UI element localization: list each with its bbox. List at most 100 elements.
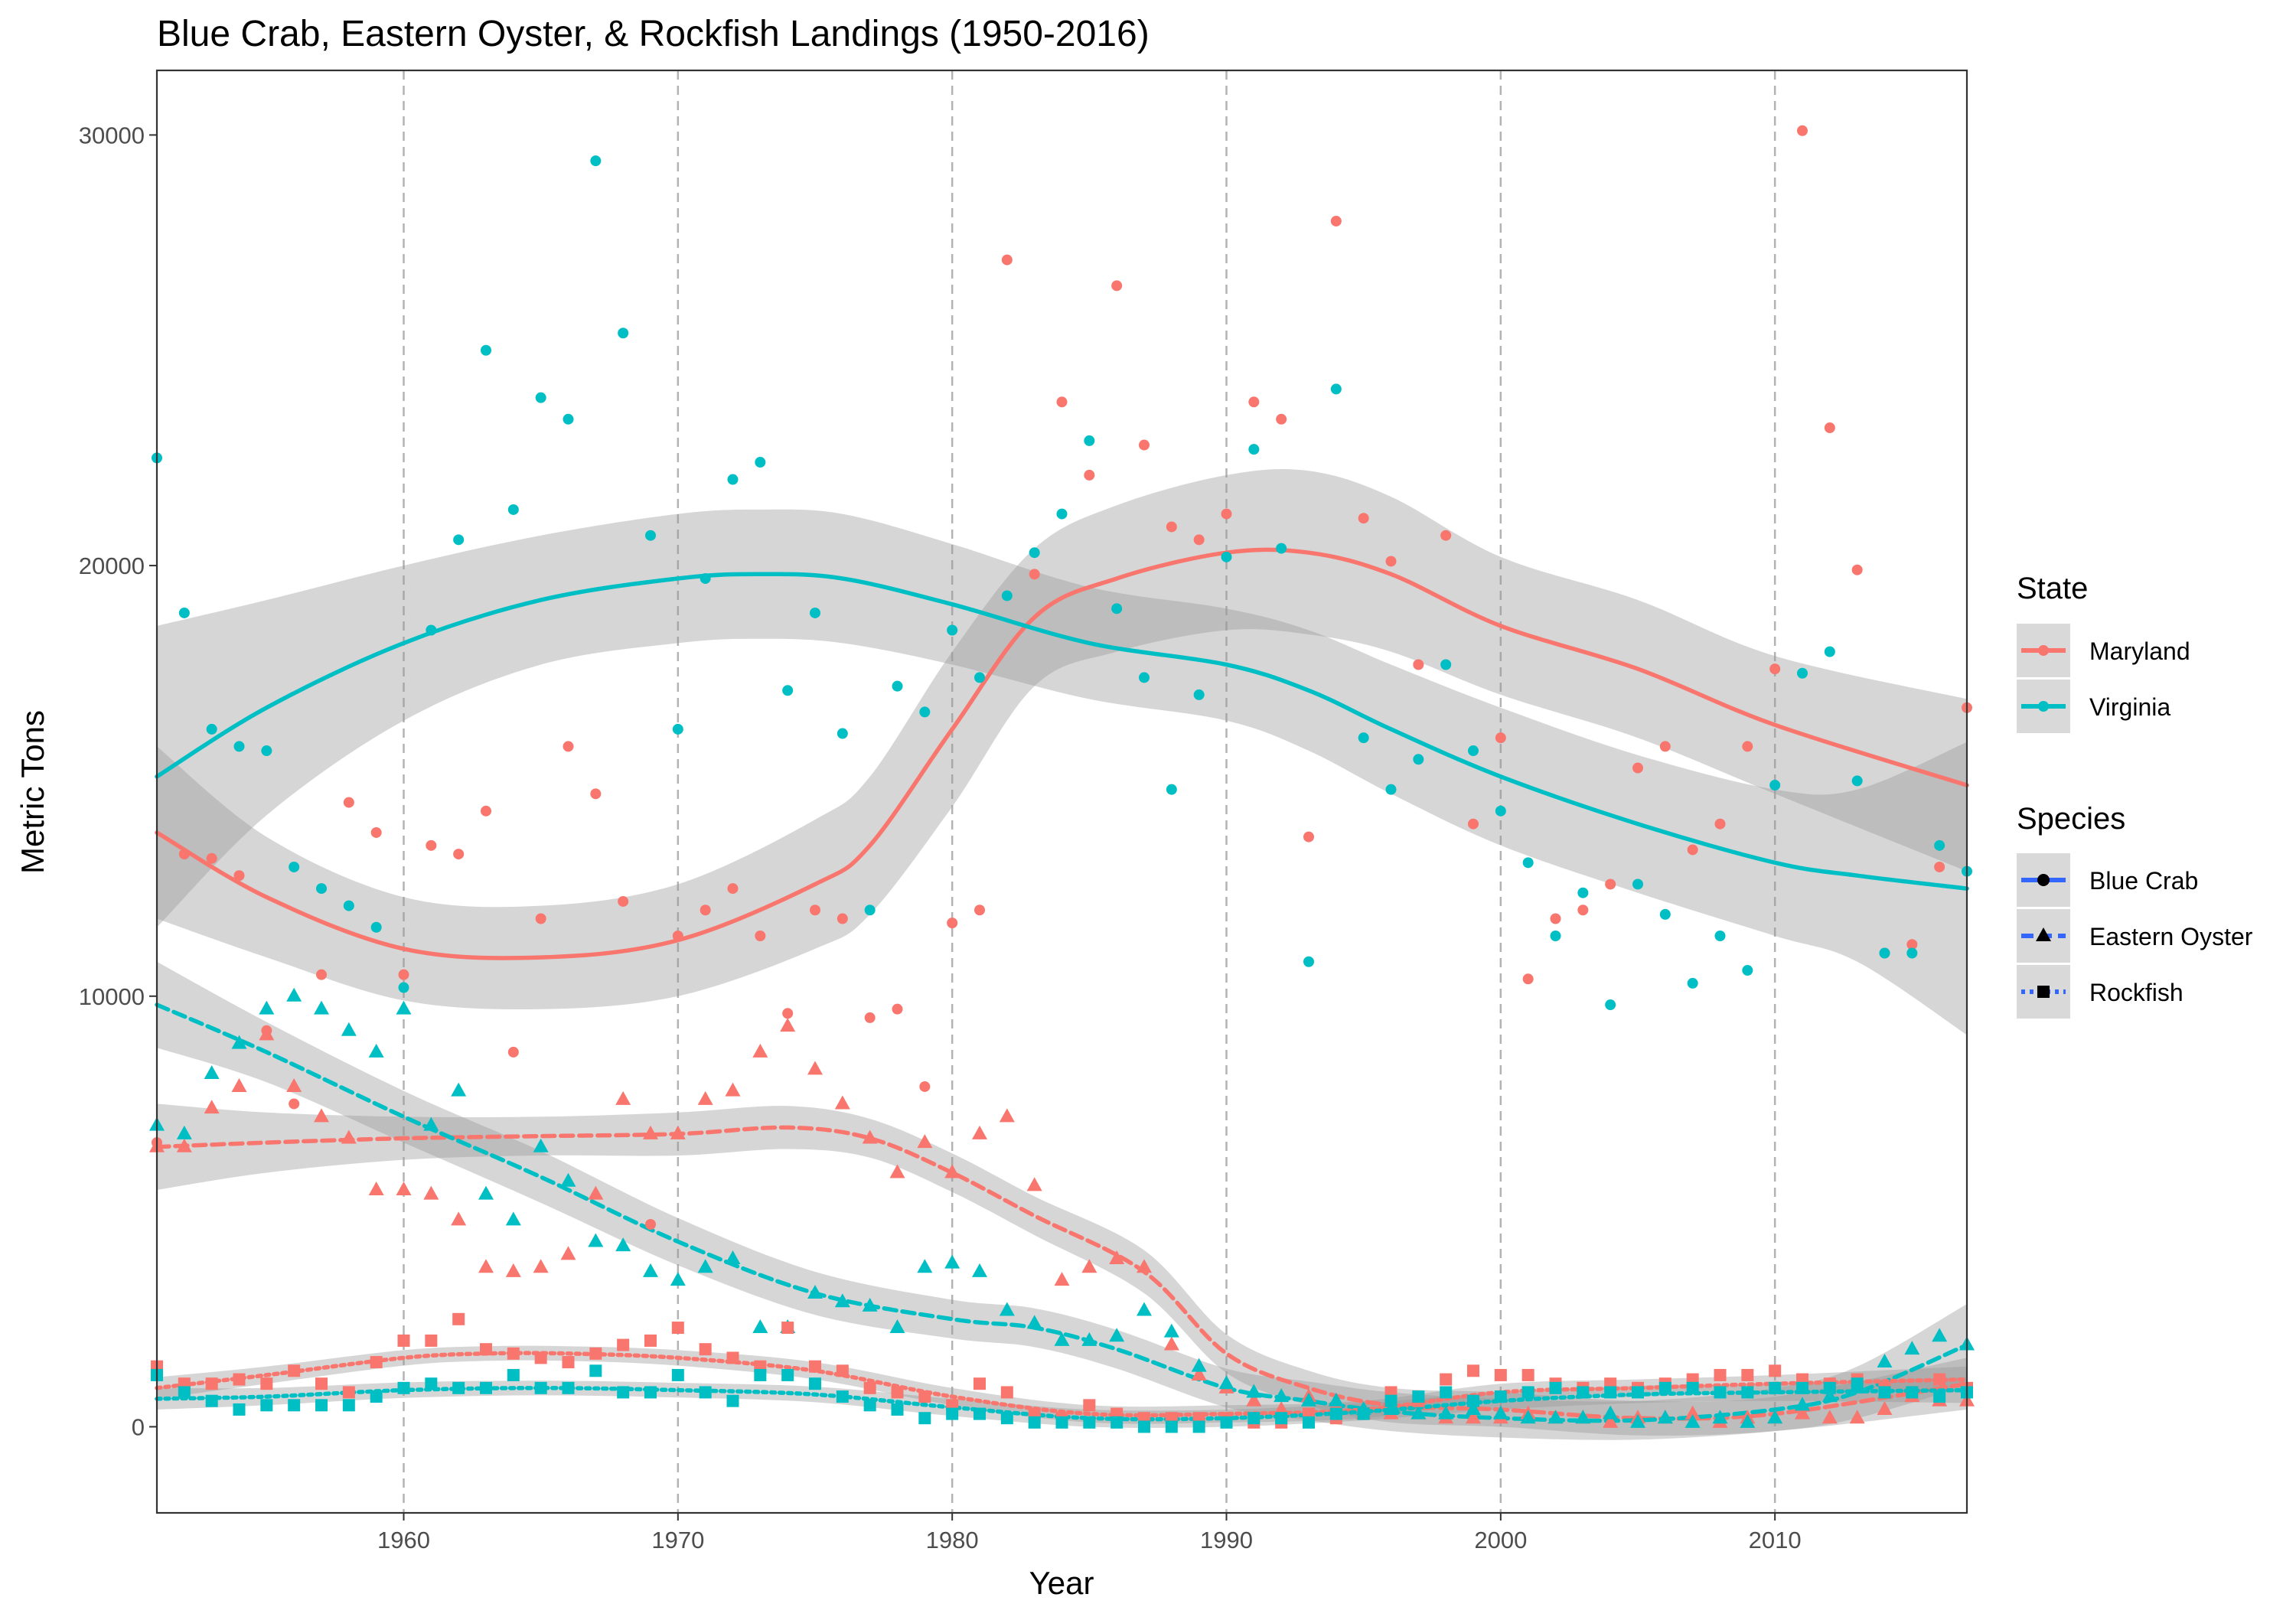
point-virginia-eastern-oyster — [1054, 1332, 1070, 1346]
point-virginia-blue-crab — [1824, 646, 1835, 657]
point-layer — [149, 125, 1975, 1433]
point-maryland-eastern-oyster — [505, 1263, 521, 1277]
point-maryland-rockfish — [809, 1360, 821, 1373]
point-maryland-eastern-oyster — [1109, 1250, 1125, 1265]
point-virginia-eastern-oyster — [1575, 1410, 1591, 1424]
point-maryland-blue-crab — [1495, 732, 1506, 744]
point-virginia-blue-crab — [398, 982, 409, 993]
point-maryland-eastern-oyster — [588, 1185, 604, 1200]
point-maryland-blue-crab — [1193, 534, 1205, 546]
point-maryland-blue-crab — [1001, 254, 1013, 266]
species-legend-title: Species — [2017, 802, 2125, 836]
point-virginia-blue-crab — [782, 685, 794, 696]
point-virginia-blue-crab — [426, 624, 437, 636]
point-maryland-blue-crab — [1934, 861, 1945, 872]
point-maryland-blue-crab — [1605, 878, 1616, 890]
point-maryland-blue-crab — [1385, 556, 1397, 567]
point-maryland-rockfish — [781, 1322, 794, 1335]
point-virginia-rockfish — [1440, 1386, 1453, 1399]
y-axis-title: Metric Tons — [15, 710, 51, 874]
confidence-band-maryland-eastern-oyster — [157, 1103, 1967, 1436]
point-virginia-blue-crab — [864, 905, 876, 916]
point-virginia-eastern-oyster — [1712, 1410, 1728, 1424]
point-virginia-eastern-oyster — [176, 1125, 192, 1139]
x-tick-label: 1980 — [926, 1527, 979, 1553]
point-maryland-rockfish — [589, 1347, 602, 1360]
point-virginia-blue-crab — [233, 741, 245, 752]
point-maryland-rockfish — [288, 1364, 301, 1377]
point-virginia-blue-crab — [590, 155, 602, 167]
point-virginia-rockfish — [205, 1394, 218, 1407]
point-virginia-eastern-oyster — [341, 1022, 357, 1036]
point-maryland-blue-crab — [1632, 762, 1643, 774]
point-virginia-eastern-oyster — [423, 1116, 439, 1131]
point-virginia-blue-crab — [1111, 603, 1123, 614]
point-maryland-blue-crab — [782, 1008, 794, 1019]
point-virginia-blue-crab — [343, 900, 354, 911]
point-virginia-blue-crab — [1742, 965, 1753, 976]
point-virginia-eastern-oyster — [972, 1263, 987, 1277]
point-virginia-blue-crab — [1221, 551, 1232, 562]
point-virginia-blue-crab — [919, 706, 931, 718]
legend-key-maryland — [2017, 624, 2070, 677]
point-virginia-blue-crab — [645, 530, 656, 541]
point-maryland-blue-crab — [206, 852, 217, 864]
point-virginia-eastern-oyster — [231, 1035, 247, 1049]
point-maryland-blue-crab — [1851, 564, 1863, 575]
state-legend-title: State — [2017, 572, 2088, 605]
point-virginia-eastern-oyster — [588, 1233, 604, 1247]
point-virginia-blue-crab — [1330, 383, 1342, 395]
legend-label-rockfish: Rockfish — [2089, 979, 2183, 1006]
point-virginia-eastern-oyster — [1740, 1413, 1756, 1428]
legend-key-virginia — [2017, 680, 2070, 733]
point-virginia-rockfish — [1878, 1386, 1891, 1399]
point-maryland-blue-crab — [864, 1012, 876, 1023]
point-virginia-rockfish — [1714, 1386, 1727, 1399]
point-virginia-blue-crab — [1714, 931, 1726, 941]
point-maryland-rockfish — [480, 1343, 492, 1356]
legend-key-rockfish — [2017, 965, 2070, 1019]
point-maryland-blue-crab — [1330, 215, 1342, 227]
point-virginia-eastern-oyster — [1520, 1410, 1536, 1424]
point-virginia-blue-crab — [316, 883, 327, 895]
point-virginia-blue-crab — [1001, 590, 1013, 601]
point-virginia-eastern-oyster — [560, 1172, 576, 1187]
point-maryland-blue-crab — [1029, 569, 1040, 580]
point-maryland-eastern-oyster — [725, 1082, 741, 1097]
point-virginia-blue-crab — [1139, 672, 1150, 683]
point-virginia-blue-crab — [1413, 754, 1424, 765]
point-virginia-rockfish — [589, 1364, 602, 1377]
point-virginia-rockfish — [1083, 1416, 1096, 1429]
point-maryland-blue-crab — [1797, 125, 1808, 136]
point-maryland-eastern-oyster — [533, 1259, 549, 1273]
point-virginia-blue-crab — [507, 504, 519, 515]
point-virginia-rockfish — [1741, 1386, 1754, 1399]
point-virginia-eastern-oyster — [917, 1259, 933, 1273]
point-maryland-eastern-oyster — [341, 1129, 357, 1144]
point-maryland-eastern-oyster — [643, 1125, 658, 1139]
point-maryland-eastern-oyster — [423, 1185, 439, 1200]
point-virginia-rockfish — [1604, 1386, 1617, 1399]
point-virginia-rockfish — [1275, 1412, 1288, 1425]
point-virginia-eastern-oyster — [697, 1259, 713, 1273]
point-virginia-rockfish — [1110, 1416, 1124, 1429]
point-maryland-blue-crab — [1906, 939, 1918, 950]
point-maryland-rockfish — [562, 1356, 575, 1369]
point-maryland-eastern-oyster — [834, 1095, 850, 1110]
point-virginia-blue-crab — [1797, 667, 1808, 679]
point-maryland-eastern-oyster — [478, 1259, 494, 1273]
legend-label-eastern-oyster: Eastern Oyster — [2089, 923, 2253, 950]
point-virginia-rockfish — [1329, 1407, 1342, 1420]
point-virginia-eastern-oyster — [1821, 1388, 1838, 1403]
point-virginia-rockfish — [1933, 1390, 1946, 1403]
point-maryland-eastern-oyster — [1795, 1405, 1810, 1420]
point-maryland-rockfish — [644, 1334, 657, 1347]
point-maryland-eastern-oyster — [1026, 1177, 1042, 1191]
point-virginia-rockfish — [644, 1386, 657, 1399]
point-virginia-rockfish — [1384, 1394, 1397, 1407]
point-virginia-rockfish — [1192, 1420, 1205, 1433]
point-virginia-blue-crab — [1906, 947, 1918, 959]
y-tick-label: 10000 — [79, 983, 145, 1010]
point-virginia-eastern-oyster — [999, 1302, 1015, 1316]
point-virginia-blue-crab — [1029, 547, 1040, 559]
